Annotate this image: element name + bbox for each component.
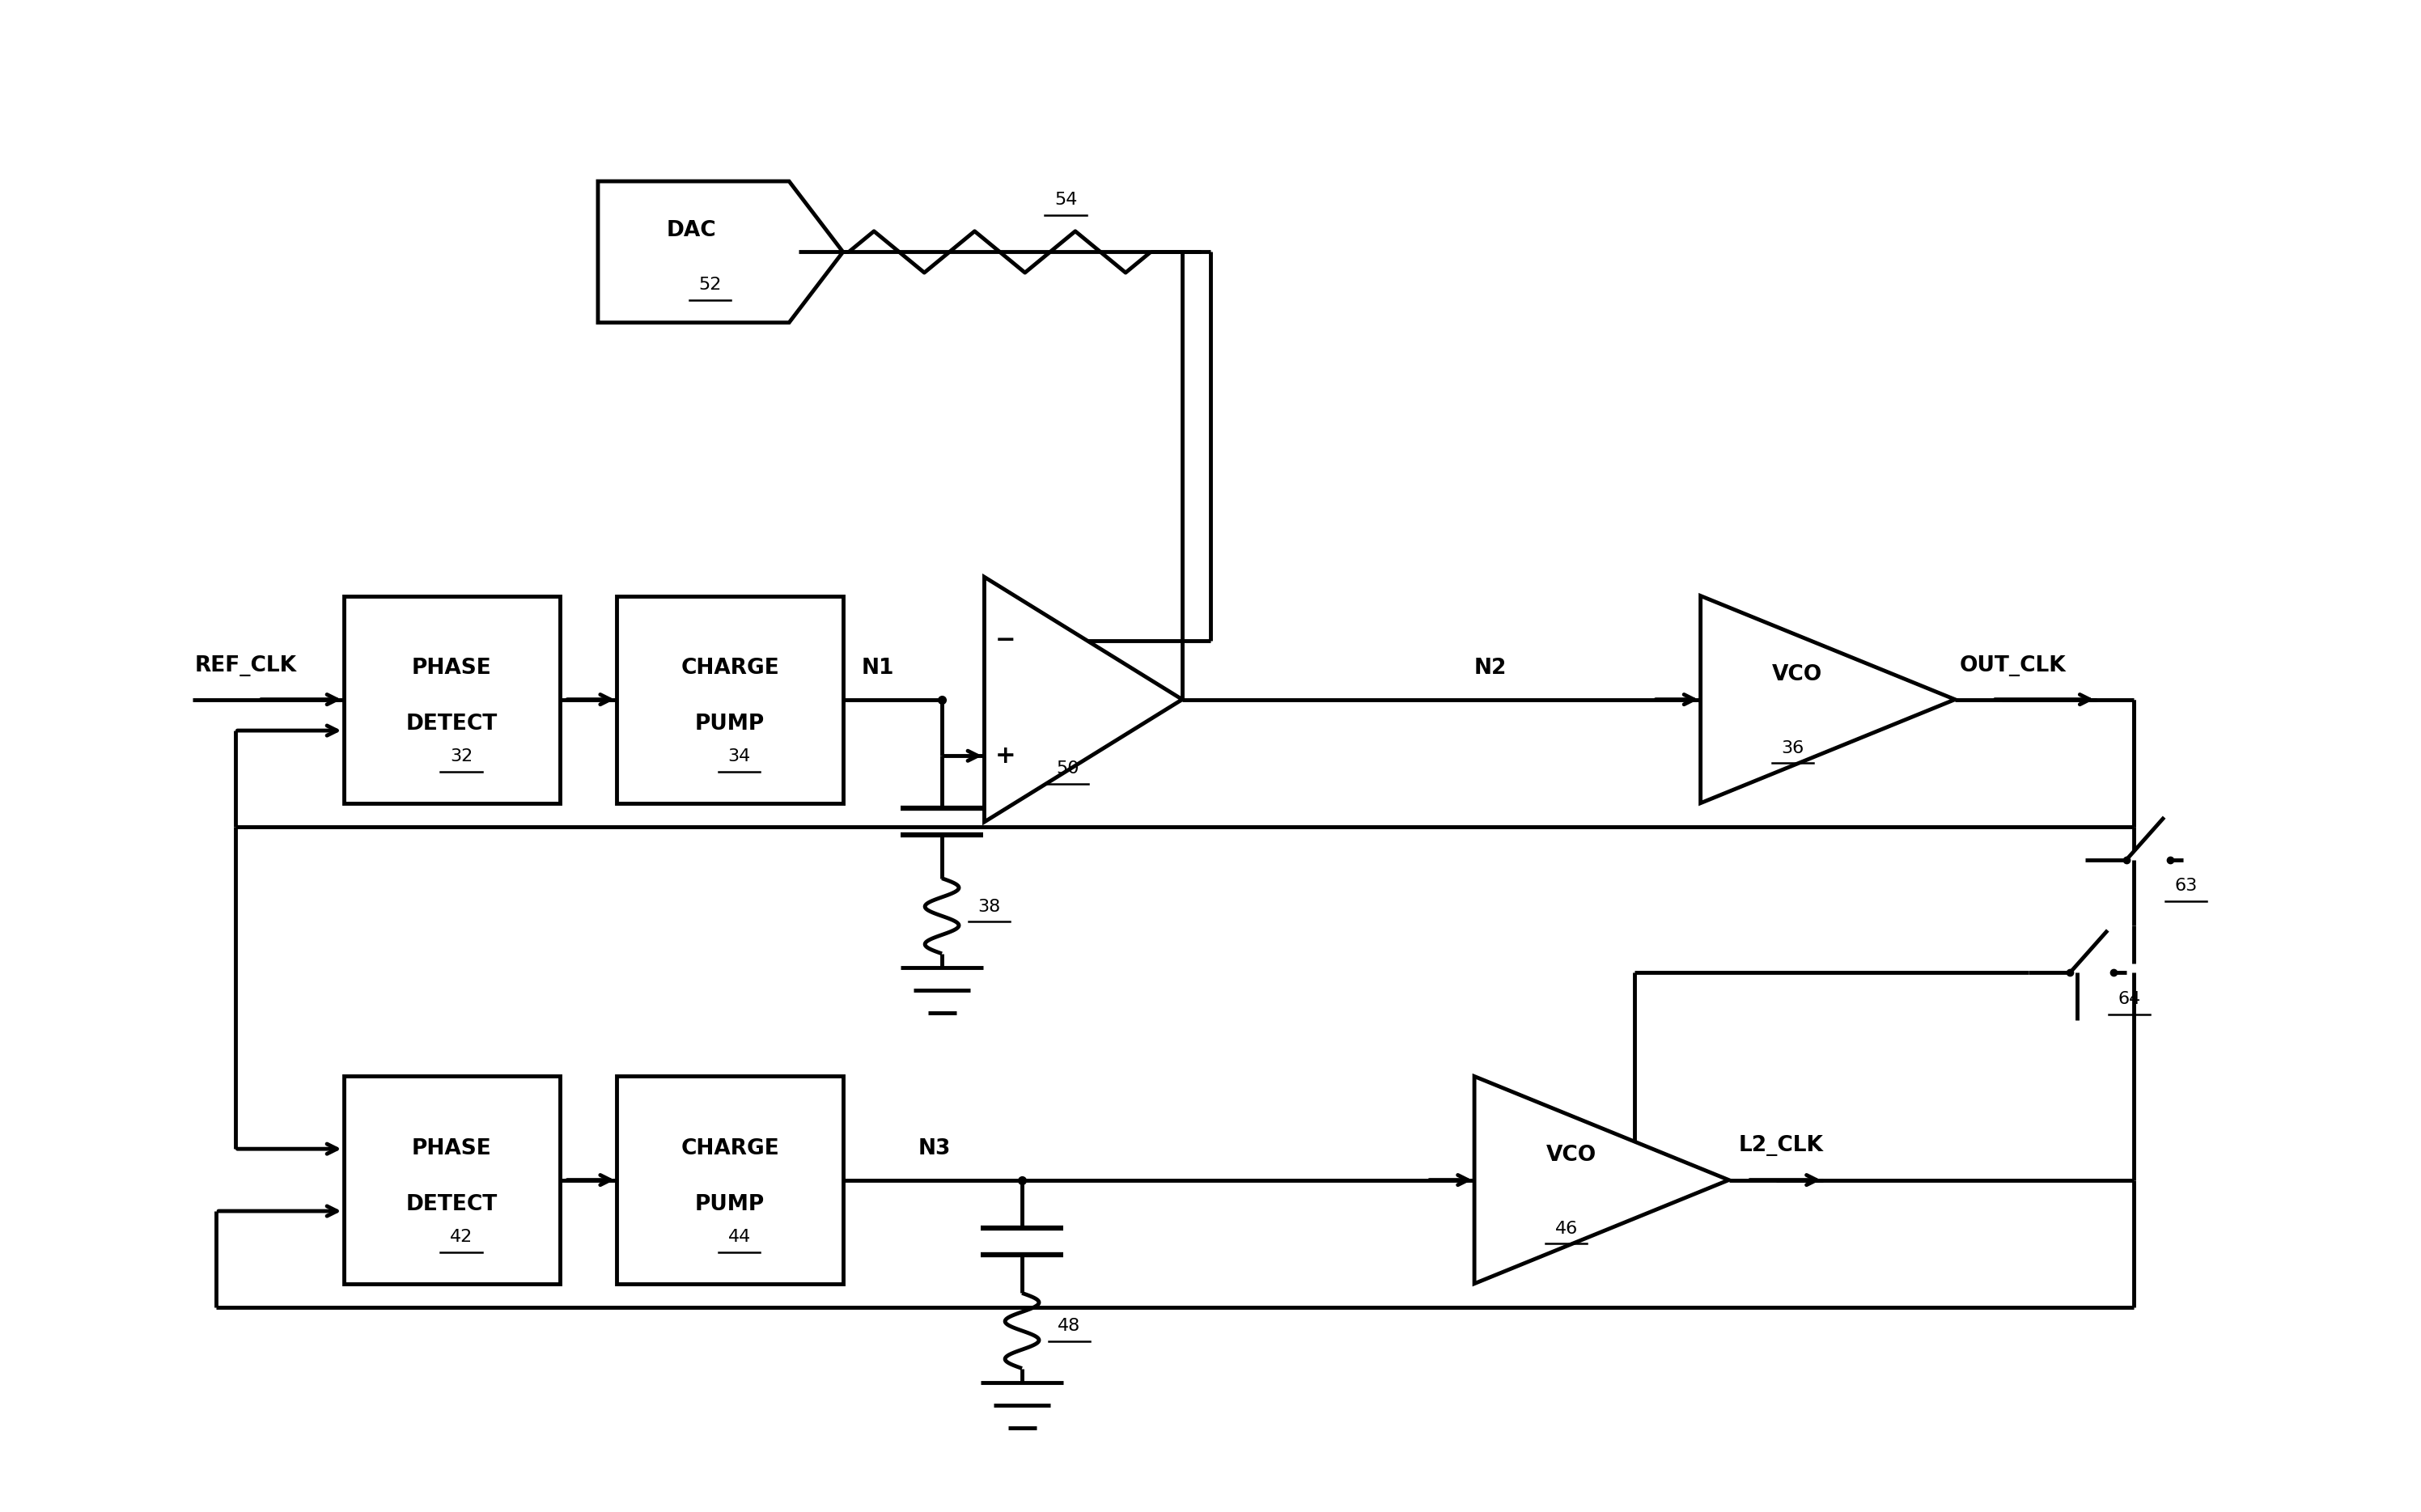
Text: 32: 32 [450,748,472,765]
Text: PHASE: PHASE [412,658,491,679]
Text: 46: 46 [1554,1220,1578,1237]
Polygon shape [1474,1077,1729,1284]
Text: 44: 44 [729,1229,751,1244]
Text: CHARGE: CHARGE [680,658,780,679]
Text: 38: 38 [978,898,1000,915]
Bar [344,596,559,803]
Text: N1: N1 [862,658,896,679]
Text: PUMP: PUMP [695,714,765,735]
Text: 36: 36 [1782,739,1804,756]
Text: DETECT: DETECT [407,714,499,735]
Text: DETECT: DETECT [407,1194,499,1216]
Text: N3: N3 [918,1139,951,1160]
Text: DAC: DAC [666,221,717,242]
Text: 64: 64 [2118,990,2140,1007]
Bar [344,1077,559,1284]
Bar [617,596,843,803]
Text: 34: 34 [729,748,751,765]
Text: L2_CLK: L2_CLK [1738,1136,1823,1157]
Text: +: + [995,744,1014,768]
Text: 52: 52 [697,277,721,293]
Text: VCO: VCO [1547,1145,1595,1166]
Text: PHASE: PHASE [412,1139,491,1160]
Text: 48: 48 [1058,1318,1080,1334]
Text: REF_CLK: REF_CLK [194,655,295,676]
Text: 42: 42 [450,1229,472,1244]
Text: PUMP: PUMP [695,1194,765,1216]
Polygon shape [985,578,1181,823]
Text: N2: N2 [1474,658,1506,679]
Bar [617,1077,843,1284]
Polygon shape [1700,596,1956,803]
Text: 54: 54 [1053,192,1077,209]
Text: CHARGE: CHARGE [680,1139,780,1160]
Text: VCO: VCO [1772,664,1823,685]
Text: 50: 50 [1056,761,1080,777]
Text: OUT_CLK: OUT_CLK [1959,655,2065,676]
Text: −: − [995,629,1014,652]
Polygon shape [598,181,843,322]
Text: 63: 63 [2174,878,2198,894]
